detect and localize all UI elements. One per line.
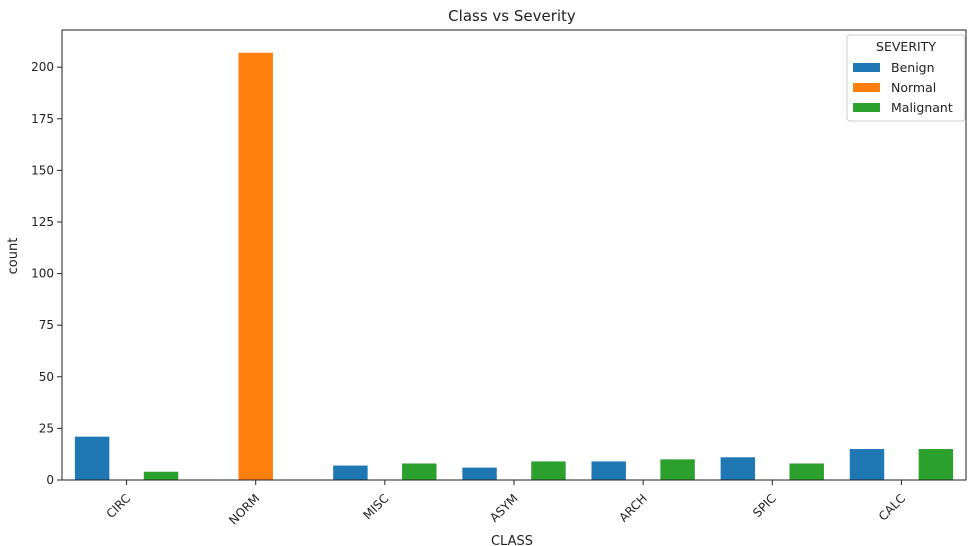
- bar-benign-spic: [720, 457, 756, 480]
- chart-title: Class vs Severity: [448, 7, 576, 25]
- bar-benign-calc: [849, 449, 885, 480]
- x-axis-label: CLASS: [491, 534, 533, 546]
- bar-malignant-circ: [143, 471, 179, 480]
- bar-normal-norm: [238, 52, 273, 480]
- y-axis-label: count: [6, 238, 21, 275]
- legend-box: [846, 34, 966, 122]
- bar-malignant-misc: [402, 463, 437, 480]
- legend-title: SEVERITY: [876, 39, 936, 54]
- y-tick-label: 0: [46, 473, 54, 487]
- y-tick-label: 100: [31, 267, 54, 281]
- bar-benign-arch: [591, 461, 626, 480]
- bar-benign-asym: [462, 467, 497, 480]
- legend-swatch-normal: [853, 83, 880, 92]
- y-tick-label: 175: [31, 112, 54, 126]
- legend-label-normal: Normal: [891, 80, 936, 95]
- legend-label-malignant: Malignant: [891, 100, 953, 115]
- bar-malignant-arch: [660, 459, 695, 480]
- legend: SEVERITY Benign Normal Malignant: [846, 34, 966, 122]
- y-tick-label: 50: [39, 370, 54, 384]
- y-tick-label: 200: [31, 60, 54, 74]
- bar-malignant-spic: [789, 463, 824, 480]
- plot-frame: [61, 29, 967, 481]
- y-tick-label: 75: [39, 318, 54, 332]
- y-tick-label: 25: [39, 421, 54, 435]
- legend-label-benign: Benign: [891, 60, 935, 75]
- legend-swatch-malignant: [853, 103, 880, 112]
- bar-benign-misc: [333, 465, 368, 480]
- bar-malignant-calc: [918, 449, 954, 480]
- y-tick-label: 125: [31, 215, 54, 229]
- bar-malignant-asym: [531, 461, 566, 480]
- y-tick-label: 150: [31, 163, 54, 177]
- legend-swatch-benign: [853, 63, 880, 72]
- bar-benign-circ: [74, 436, 110, 480]
